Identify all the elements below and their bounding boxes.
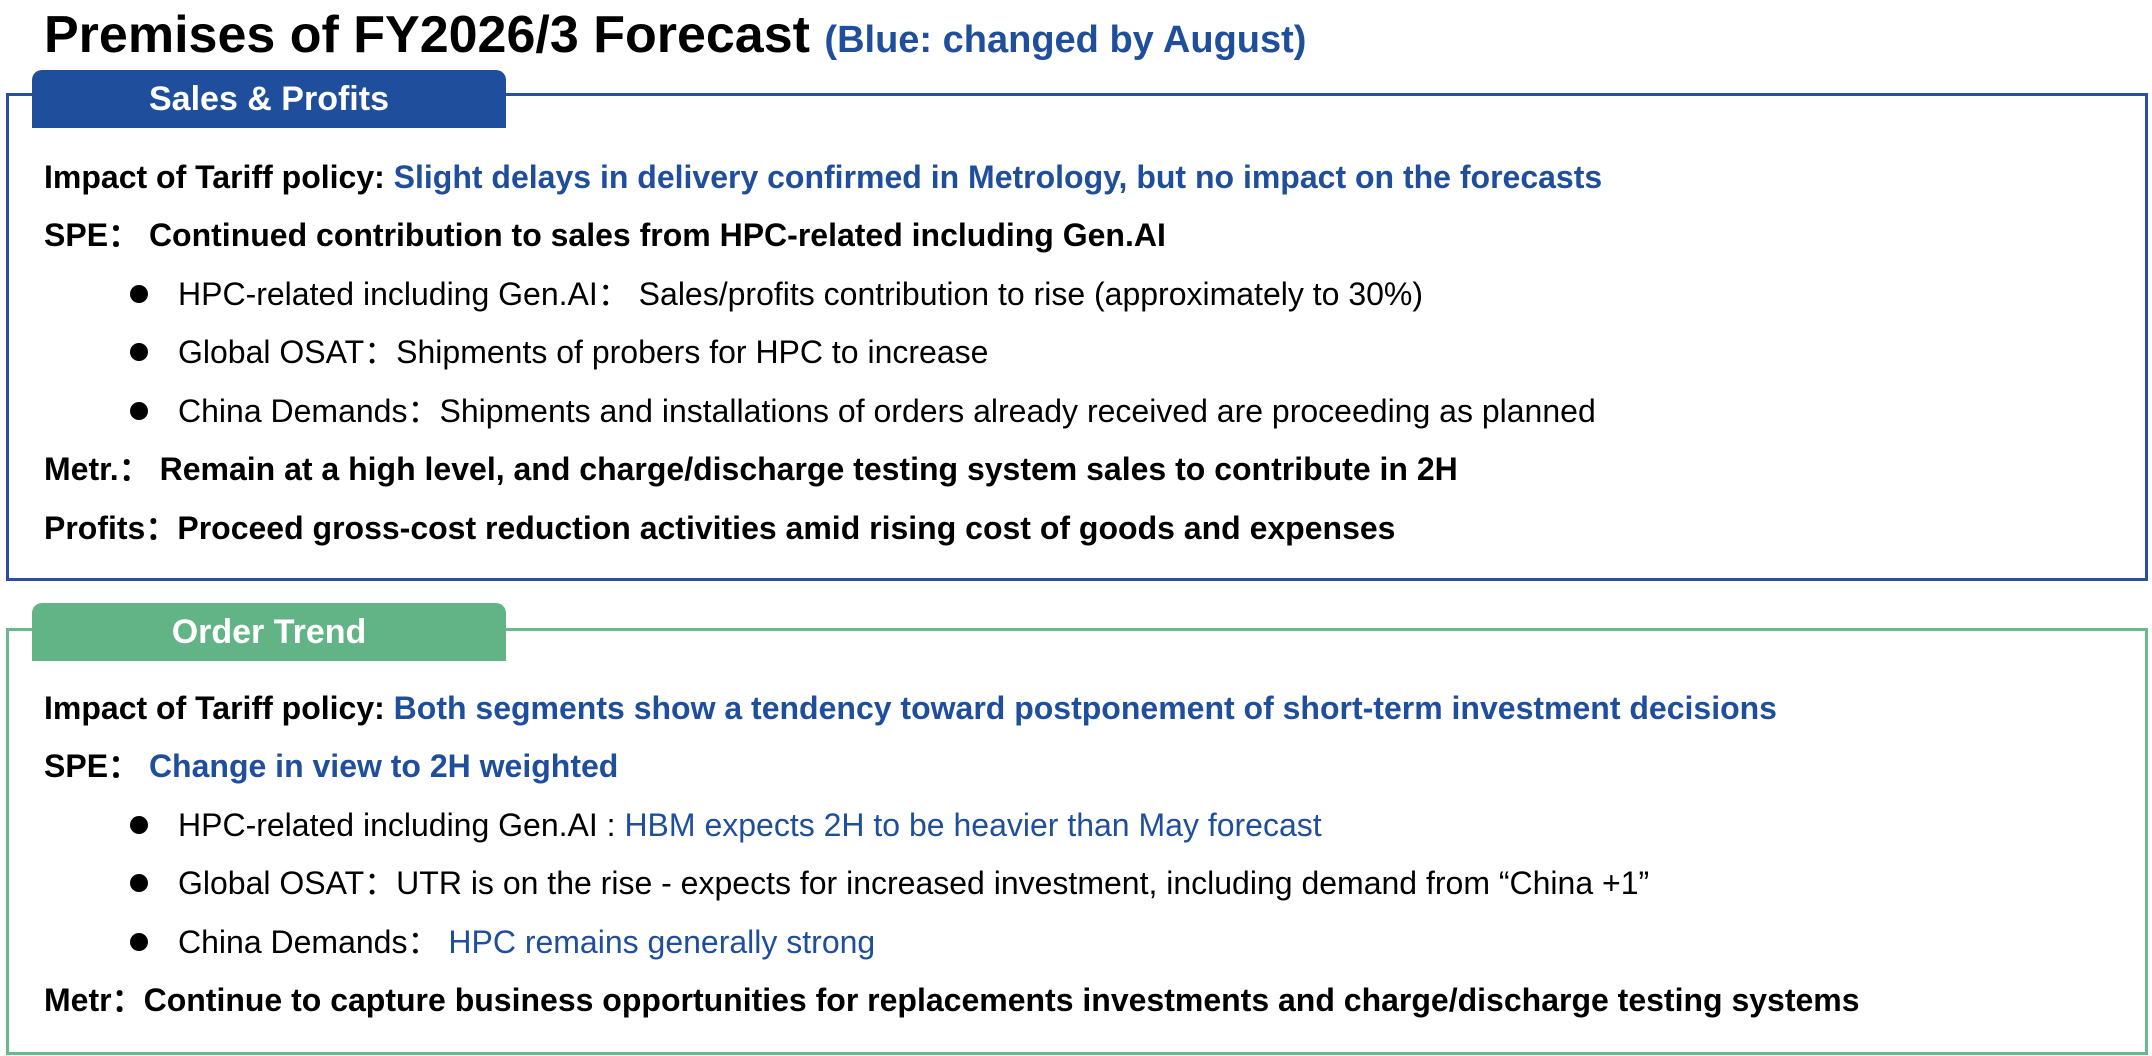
sales-tariff-label: Impact of Tariff policy: xyxy=(44,159,394,195)
sales-profits-panel xyxy=(6,93,2148,581)
sales-metr-label: Metr.： xyxy=(44,451,160,487)
bullet-label: Global OSAT： xyxy=(178,865,397,901)
title-legend-note: (Blue: changed by August) xyxy=(824,19,1307,61)
bullet-value: HPC remains generally strong xyxy=(448,924,876,960)
page-title: Premises of FY2026/3 Forecast (Blue: cha… xyxy=(44,4,1306,79)
list-item: HPC-related including Gen.AI： Sales/prof… xyxy=(130,274,1423,314)
sales-profits-value: Proceed gross-cost reduction activities … xyxy=(177,510,1396,546)
sales-spe-value: Continued contribution to sales from HPC… xyxy=(148,217,1166,253)
order-tariff-label: Impact of Tariff policy: xyxy=(44,690,394,726)
order-metr-line: Metr：Continue to capture business opport… xyxy=(44,980,1860,1020)
list-item: HPC-related including Gen.AI : HBM expec… xyxy=(130,805,1322,845)
list-item: Global OSAT：UTR is on the rise - expects… xyxy=(130,863,1649,903)
bullet-icon xyxy=(130,342,148,361)
bullet-icon xyxy=(130,815,148,834)
sales-profits-tab: Sales & Profits xyxy=(32,70,506,128)
bullet-label: HPC-related including Gen.AI : xyxy=(178,807,625,843)
bullet-value: Shipments of probers for HPC to increase xyxy=(396,334,989,370)
bullet-value: Shipments and installations of orders al… xyxy=(439,393,1596,429)
sales-spe-line: SPE： Continued contribution to sales fro… xyxy=(44,215,1166,255)
bullet-value: HBM expects 2H to be heavier than May fo… xyxy=(624,807,1322,843)
order-tariff-value: Both segments show a tendency toward pos… xyxy=(393,690,1777,726)
title-main: Premises of FY2026/3 Forecast xyxy=(44,6,810,64)
bullet-icon xyxy=(130,401,148,420)
sales-metr-value: Remain at a high level, and charge/disch… xyxy=(159,451,1458,487)
sales-spe-label: SPE： xyxy=(44,217,149,253)
list-item: China Demands： HPC remains generally str… xyxy=(130,922,875,962)
order-metr-label: Metr： xyxy=(44,982,144,1018)
order-metr-value: Continue to capture business opportuniti… xyxy=(143,982,1860,1018)
bullet-label: Global OSAT： xyxy=(178,334,397,370)
sales-tariff-value: Slight delays in delivery confirmed in M… xyxy=(393,159,1603,195)
list-item: Global OSAT：Shipments of probers for HPC… xyxy=(130,332,988,372)
bullet-icon xyxy=(130,284,148,303)
bullet-icon xyxy=(130,932,148,951)
bullet-label: China Demands： xyxy=(178,924,449,960)
sales-metr-line: Metr.： Remain at a high level, and charg… xyxy=(44,449,1458,489)
order-trend-tab: Order Trend xyxy=(32,603,506,661)
order-spe-label: SPE： xyxy=(44,748,149,784)
sales-tariff-line: Impact of Tariff policy: Slight delays i… xyxy=(44,157,1602,197)
order-trend-panel xyxy=(6,628,2148,1055)
order-tariff-line: Impact of Tariff policy: Both segments s… xyxy=(44,688,1777,728)
bullet-label: China Demands： xyxy=(178,393,440,429)
bullet-icon xyxy=(130,873,148,892)
list-item: China Demands：Shipments and installation… xyxy=(130,391,1596,431)
bullet-value: Sales/profits contribution to rise (appr… xyxy=(638,276,1424,312)
bullet-label: HPC-related including Gen.AI： xyxy=(178,276,639,312)
bullet-value: UTR is on the rise - expects for increas… xyxy=(396,865,1650,901)
sales-profits-line: Profits：Proceed gross-cost reduction act… xyxy=(44,508,1395,548)
order-spe-line: SPE： Change in view to 2H weighted xyxy=(44,746,618,786)
order-spe-value: Change in view to 2H weighted xyxy=(148,748,619,784)
sales-profits-label: Profits： xyxy=(44,510,178,546)
